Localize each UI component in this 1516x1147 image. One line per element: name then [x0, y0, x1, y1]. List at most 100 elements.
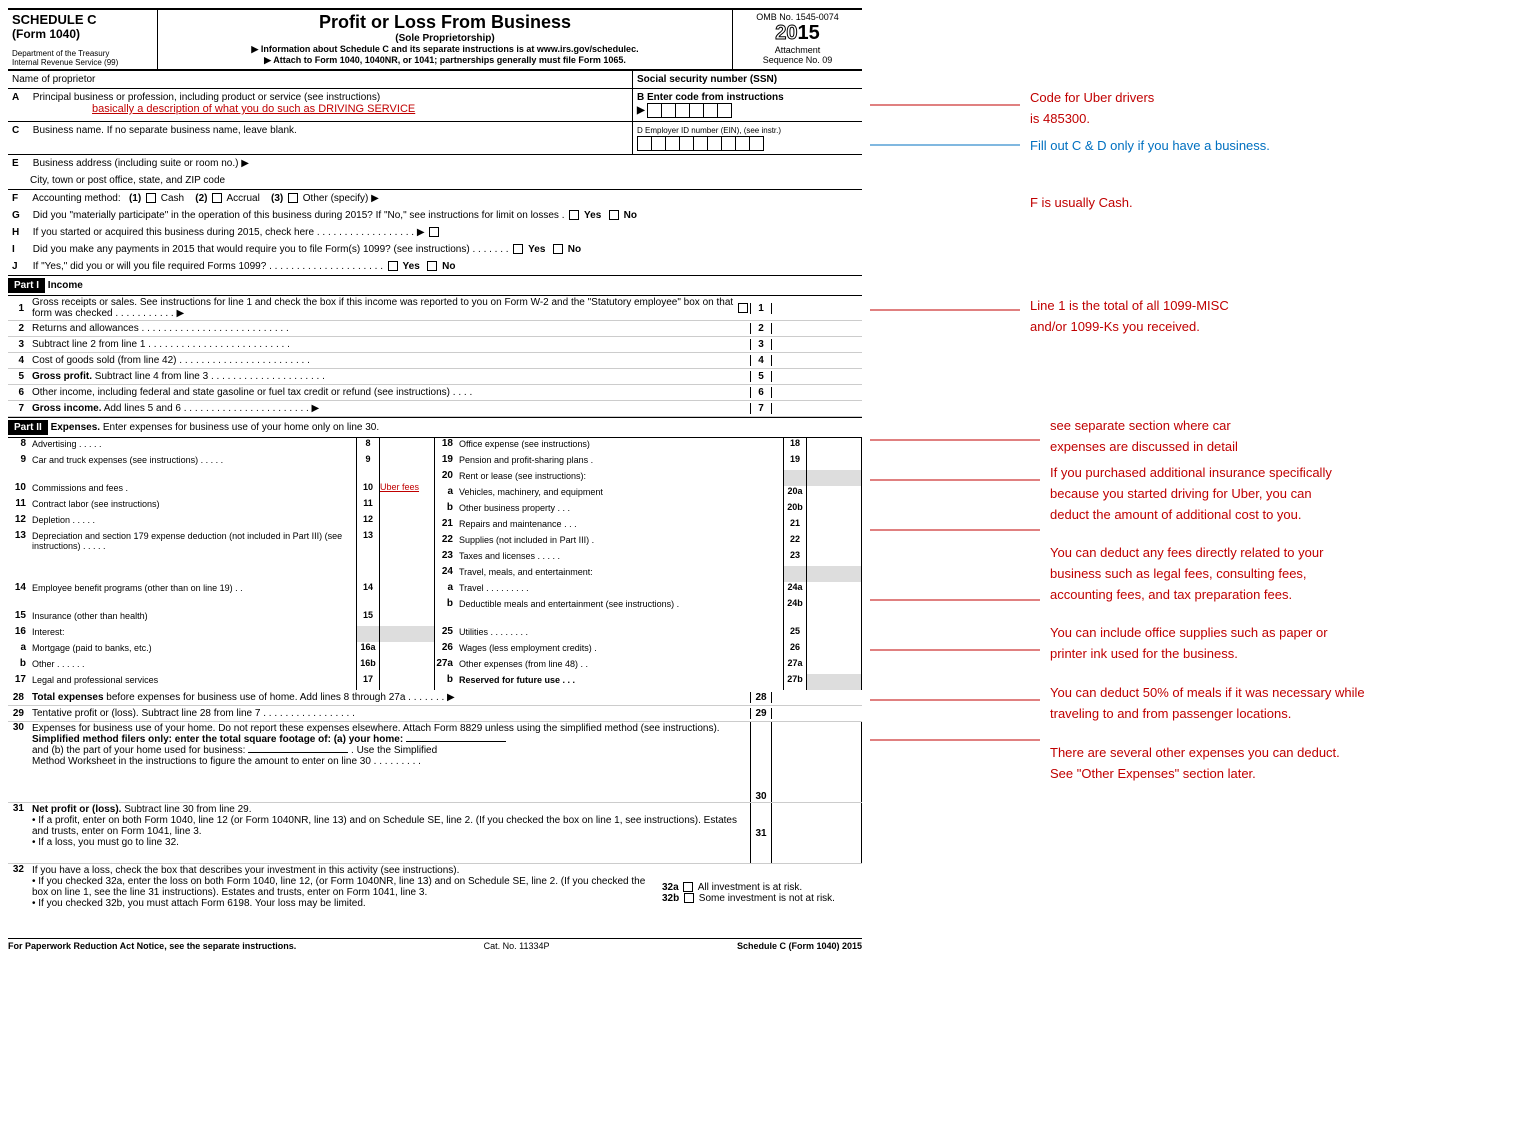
checkbox-h[interactable] [429, 227, 439, 237]
line-29: 29Tentative profit or (loss). Subtract l… [8, 706, 862, 722]
schedule-label: SCHEDULE C [12, 12, 153, 27]
field-g: G Did you "materially participate" in th… [8, 207, 862, 224]
checkbox-line1[interactable] [738, 303, 748, 313]
name-row: Name of proprietor Social security numbe… [8, 71, 862, 89]
part-1-title: Income [48, 280, 83, 291]
row-f: F Accounting method: (1) Cash (2) Accrua… [8, 190, 862, 207]
amount-18[interactable] [807, 438, 862, 454]
sequence-number: Sequence No. 09 [737, 55, 858, 65]
amount-15[interactable] [380, 610, 435, 626]
amount-16a[interactable] [380, 642, 435, 658]
line-3: 3Subtract line 2 from line 1 . . . . . .… [8, 337, 862, 353]
amount-13[interactable] [380, 530, 435, 582]
row-j: J If "Yes," did you or will you file req… [8, 258, 862, 275]
amount-11[interactable] [380, 498, 435, 514]
line-32-options: 32a All investment is at risk. 32b Some … [662, 864, 862, 904]
row-e: E Business address (including suite or r… [8, 155, 862, 172]
field-i: I Did you make any payments in 2015 that… [8, 241, 862, 258]
amount-21[interactable] [807, 518, 862, 534]
checkbox-j-yes[interactable] [388, 261, 398, 271]
amount-10[interactable]: Uber fees [380, 482, 435, 498]
ein-boxes[interactable] [637, 136, 764, 151]
line-9: 9Car and truck expenses (see instruction… [8, 454, 435, 482]
amount-23[interactable] [807, 550, 862, 566]
checkbox-cash[interactable] [146, 193, 156, 203]
amount-17[interactable] [380, 674, 435, 690]
business-sqft-input[interactable] [248, 752, 348, 753]
amount-20b[interactable] [807, 502, 862, 518]
line-2: 2Returns and allowances . . . . . . . . … [8, 321, 862, 337]
line-10: 10Commissions and fees .10Uber fees [8, 482, 435, 498]
field-c: C Business name. If no separate business… [8, 122, 632, 154]
row-e-city: City, town or post office, state, and ZI… [8, 172, 862, 190]
amount-31[interactable] [772, 803, 862, 863]
amount-9[interactable] [380, 454, 435, 482]
line-8: 8Advertising . . . . .8 [8, 438, 435, 454]
header-left: SCHEDULE C (Form 1040) Department of the… [8, 10, 158, 69]
field-d-label: D Employer ID number (EIN), (see instr.) [637, 126, 781, 135]
checkbox-32b[interactable] [684, 893, 694, 903]
field-a-annotation: basically a description of what you do s… [92, 103, 415, 115]
line-24a: aTravel . . . . . . . . .24a [435, 582, 862, 598]
expenses-left-col: 8Advertising . . . . .8 9Car and truck e… [8, 438, 435, 690]
form-title: Profit or Loss From Business [162, 12, 728, 33]
form-column: SCHEDULE C (Form 1040) Department of the… [0, 0, 870, 959]
note-line1: Line 1 is the total of all 1099-MISC and… [1030, 298, 1229, 340]
line-13: 13Depreciation and section 179 expense d… [8, 530, 435, 582]
amount-25[interactable] [807, 626, 862, 642]
expenses-two-col: 8Advertising . . . . .8 9Car and truck e… [8, 438, 862, 690]
field-j: J If "Yes," did you or will you file req… [8, 258, 862, 275]
part-2-bar: Part II [8, 420, 48, 435]
checkbox-j-no[interactable] [427, 261, 437, 271]
checkbox-g-yes[interactable] [569, 210, 579, 220]
line-24b: bDeductible meals and entertainment (see… [435, 598, 862, 626]
row-c-d: C Business name. If no separate business… [8, 122, 862, 155]
amount-30[interactable] [772, 722, 862, 802]
field-e-label: Business address (including suite or roo… [33, 158, 249, 169]
field-a: A Principal business or profession, incl… [8, 89, 632, 121]
field-e: E Business address (including suite or r… [8, 155, 862, 172]
field-d: D Employer ID number (EIN), (see instr.) [632, 122, 862, 154]
field-f: F Accounting method: (1) Cash (2) Accrua… [8, 190, 862, 207]
amount-12[interactable] [380, 514, 435, 530]
home-sqft-input[interactable] [406, 741, 506, 742]
omb-number: OMB No. 1545-0074 [737, 12, 858, 22]
line-27b: bReserved for future use . . .27b [435, 674, 862, 690]
line-28: 28Total expenses before expenses for bus… [8, 690, 862, 706]
amount-8[interactable] [380, 438, 435, 454]
checkbox-i-no[interactable] [553, 244, 563, 254]
note-car-expenses: see separate section where car expenses … [1050, 418, 1238, 460]
amount-22[interactable] [807, 534, 862, 550]
line-30: 30 Expenses for business use of your hom… [8, 722, 862, 803]
checkbox-32a[interactable] [683, 882, 693, 892]
part-1-header: Part I Income [8, 275, 862, 296]
row-a-b: A Principal business or profession, incl… [8, 89, 862, 122]
checkbox-other[interactable] [288, 193, 298, 203]
page: SCHEDULE C (Form 1040) Department of the… [0, 0, 1516, 959]
field-c-label: Business name. If no separate business n… [33, 125, 297, 136]
amount-27a[interactable] [807, 658, 862, 674]
part-1-bar: Part I [8, 278, 45, 293]
amount-19[interactable] [807, 454, 862, 470]
header-right: OMB No. 1545-0074 2015 Attachment Sequen… [732, 10, 862, 69]
line-21: 21Repairs and maintenance . . .21 [435, 518, 862, 534]
checkbox-g-no[interactable] [609, 210, 619, 220]
ssn-label: Social security number (SSN) [632, 71, 862, 88]
note-f-cash: F is usually Cash. [1030, 195, 1133, 216]
amount-26[interactable] [807, 642, 862, 658]
amount-24a[interactable] [807, 582, 862, 598]
form-footer: For Paperwork Reduction Act Notice, see … [8, 938, 862, 951]
note-supplies: You can include office supplies such as … [1050, 625, 1328, 667]
amount-16b[interactable] [380, 658, 435, 674]
line-20a: aVehicles, machinery, and equipment20a [435, 486, 862, 502]
line-4: 4Cost of goods sold (from line 42) . . .… [8, 353, 862, 369]
tax-year: 2015 [737, 22, 858, 45]
amount-24b[interactable] [807, 598, 862, 626]
part-2-header: Part II Expenses. Enter expenses for bus… [8, 417, 862, 438]
line-25: 25Utilities . . . . . . . .25 [435, 626, 862, 642]
amount-20a[interactable] [807, 486, 862, 502]
amount-14[interactable] [380, 582, 435, 610]
checkbox-accrual[interactable] [212, 193, 222, 203]
checkbox-i-yes[interactable] [513, 244, 523, 254]
code-boxes[interactable] [647, 103, 732, 118]
